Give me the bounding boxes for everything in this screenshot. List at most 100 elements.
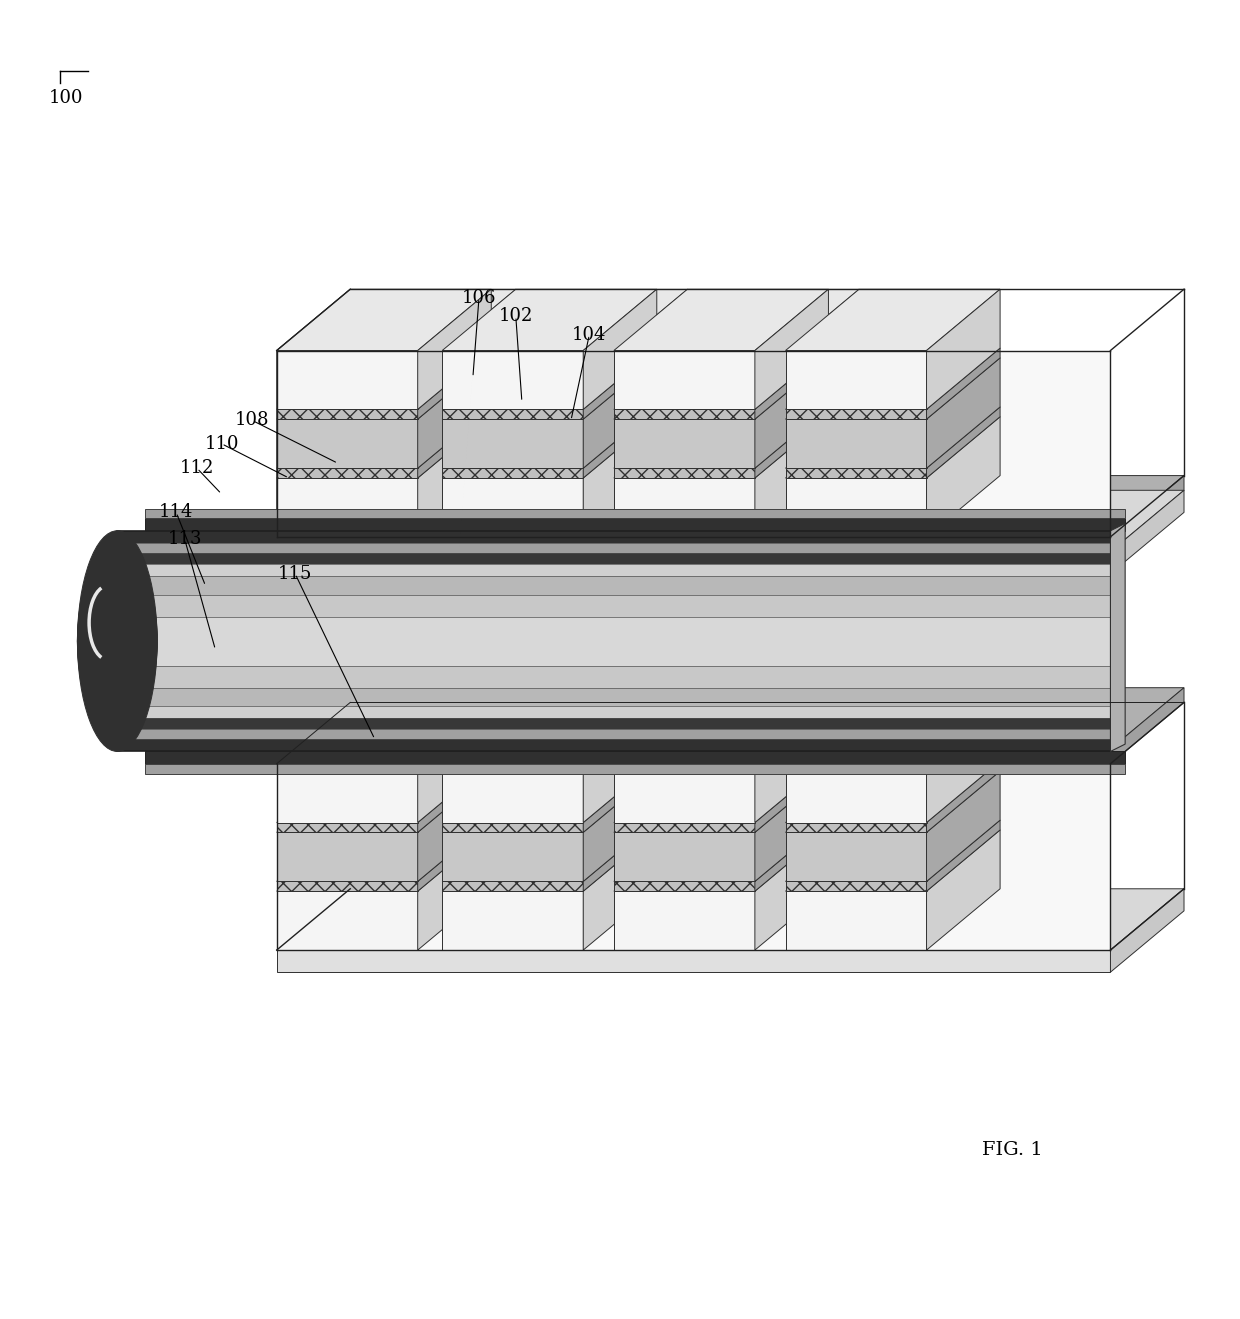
Polygon shape: [755, 703, 828, 823]
Polygon shape: [277, 289, 350, 537]
Polygon shape: [583, 703, 657, 823]
Polygon shape: [118, 576, 1111, 706]
Polygon shape: [418, 289, 516, 351]
Polygon shape: [418, 761, 491, 832]
Text: 108: 108: [234, 412, 269, 430]
Polygon shape: [277, 889, 1184, 950]
Polygon shape: [418, 417, 491, 537]
Polygon shape: [614, 761, 828, 823]
Polygon shape: [785, 417, 1001, 477]
Polygon shape: [443, 419, 583, 468]
Polygon shape: [277, 749, 1111, 764]
Polygon shape: [785, 419, 926, 468]
Polygon shape: [755, 348, 828, 419]
Polygon shape: [277, 477, 418, 537]
Polygon shape: [118, 595, 1111, 687]
Polygon shape: [614, 881, 755, 892]
Polygon shape: [277, 761, 491, 823]
Polygon shape: [785, 289, 1001, 351]
Polygon shape: [614, 823, 755, 832]
Polygon shape: [118, 616, 1111, 666]
Polygon shape: [118, 543, 1111, 739]
Polygon shape: [418, 772, 491, 881]
Polygon shape: [443, 881, 583, 892]
Polygon shape: [277, 823, 418, 832]
Polygon shape: [926, 417, 1001, 537]
Polygon shape: [926, 772, 1001, 881]
Polygon shape: [118, 563, 1111, 719]
Polygon shape: [926, 357, 1001, 468]
Polygon shape: [614, 477, 755, 537]
Polygon shape: [418, 357, 491, 468]
Polygon shape: [277, 892, 418, 950]
Ellipse shape: [77, 563, 157, 719]
Polygon shape: [443, 703, 657, 764]
Ellipse shape: [77, 576, 157, 706]
Polygon shape: [785, 468, 926, 477]
Polygon shape: [443, 348, 657, 409]
Polygon shape: [785, 408, 1001, 468]
Ellipse shape: [77, 595, 157, 687]
Ellipse shape: [77, 530, 157, 752]
Polygon shape: [418, 764, 443, 950]
Polygon shape: [418, 351, 443, 537]
Polygon shape: [1111, 491, 1184, 574]
Polygon shape: [443, 468, 583, 477]
Polygon shape: [1111, 476, 1184, 551]
Polygon shape: [443, 830, 657, 892]
Polygon shape: [785, 761, 1001, 823]
Polygon shape: [614, 409, 755, 419]
Text: FIG. 1: FIG. 1: [982, 1141, 1043, 1159]
Polygon shape: [926, 408, 1001, 477]
Polygon shape: [614, 892, 755, 950]
Polygon shape: [443, 764, 583, 823]
Polygon shape: [118, 530, 1111, 752]
Polygon shape: [614, 832, 755, 881]
Polygon shape: [785, 764, 926, 823]
Polygon shape: [277, 703, 491, 764]
Polygon shape: [443, 772, 657, 832]
Polygon shape: [583, 348, 657, 419]
Polygon shape: [443, 823, 583, 832]
Polygon shape: [785, 703, 1001, 764]
Ellipse shape: [77, 543, 157, 739]
Polygon shape: [418, 703, 516, 764]
Polygon shape: [583, 417, 657, 537]
Polygon shape: [583, 830, 657, 950]
Text: 110: 110: [205, 435, 239, 452]
Ellipse shape: [77, 616, 157, 666]
Polygon shape: [785, 348, 1001, 409]
Polygon shape: [277, 419, 418, 468]
Polygon shape: [785, 351, 926, 409]
Polygon shape: [277, 491, 1184, 551]
Polygon shape: [583, 351, 614, 537]
Polygon shape: [418, 830, 491, 950]
Polygon shape: [145, 509, 1125, 518]
Polygon shape: [418, 408, 491, 477]
Polygon shape: [583, 408, 657, 477]
Text: 100: 100: [48, 88, 83, 107]
Polygon shape: [755, 820, 828, 892]
Polygon shape: [926, 348, 1001, 419]
Polygon shape: [443, 289, 516, 537]
Polygon shape: [443, 417, 657, 477]
Text: 102: 102: [498, 307, 533, 326]
Polygon shape: [785, 357, 1001, 419]
Polygon shape: [1111, 889, 1184, 972]
Polygon shape: [1111, 687, 1184, 764]
Polygon shape: [145, 518, 1125, 530]
Polygon shape: [926, 761, 1001, 832]
Polygon shape: [277, 409, 418, 419]
Polygon shape: [755, 289, 859, 351]
Polygon shape: [443, 892, 583, 950]
Polygon shape: [277, 820, 491, 881]
Polygon shape: [755, 830, 828, 950]
Polygon shape: [418, 703, 491, 823]
Polygon shape: [755, 351, 785, 537]
Polygon shape: [277, 476, 1184, 537]
Polygon shape: [785, 772, 1001, 832]
Polygon shape: [277, 357, 491, 419]
Polygon shape: [277, 408, 491, 468]
Polygon shape: [755, 408, 828, 477]
Polygon shape: [785, 823, 926, 832]
